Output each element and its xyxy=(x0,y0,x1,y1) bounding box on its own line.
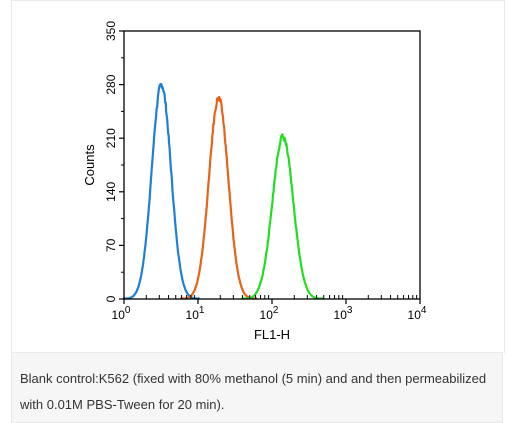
y-tick-label: 210 xyxy=(104,128,118,148)
y-tick-label: 280 xyxy=(104,74,118,94)
figure-card: 100 101 102 103 104 0 70 140 210 280 350 FL1-H Co… xyxy=(11,0,505,353)
y-tick-label: 140 xyxy=(104,181,118,201)
x-tick-label: 101 xyxy=(186,305,205,322)
series-1-curve xyxy=(122,82,201,300)
x-axis-title: FL1-H xyxy=(254,327,290,342)
x-tick-label: 104 xyxy=(408,305,427,322)
series-layer xyxy=(122,82,325,300)
x-tick-label: 103 xyxy=(334,305,353,322)
series-3-curve xyxy=(240,133,325,300)
x-tick-label: 102 xyxy=(260,305,279,322)
histogram-chart: 100 101 102 103 104 0 70 140 210 280 350 FL1-H Co… xyxy=(82,21,427,342)
x-tick-label: 100 xyxy=(112,305,131,322)
plot-frame xyxy=(123,30,421,300)
caption-text: Blank control:K562 (fixed with 80% metha… xyxy=(20,371,487,412)
y-ticks-layer: 0 70 140 210 280 350 xyxy=(104,21,124,302)
y-tick-label: 350 xyxy=(104,21,118,41)
y-tick-label: 70 xyxy=(104,238,118,252)
y-tick-label: 0 xyxy=(104,295,118,302)
y-axis-title: Counts xyxy=(82,144,97,186)
x-ticks-layer: 100 101 102 103 104 xyxy=(112,295,427,322)
series-2-curve xyxy=(179,95,258,300)
caption-box: Blank control:K562 (fixed with 80% metha… xyxy=(11,352,503,423)
